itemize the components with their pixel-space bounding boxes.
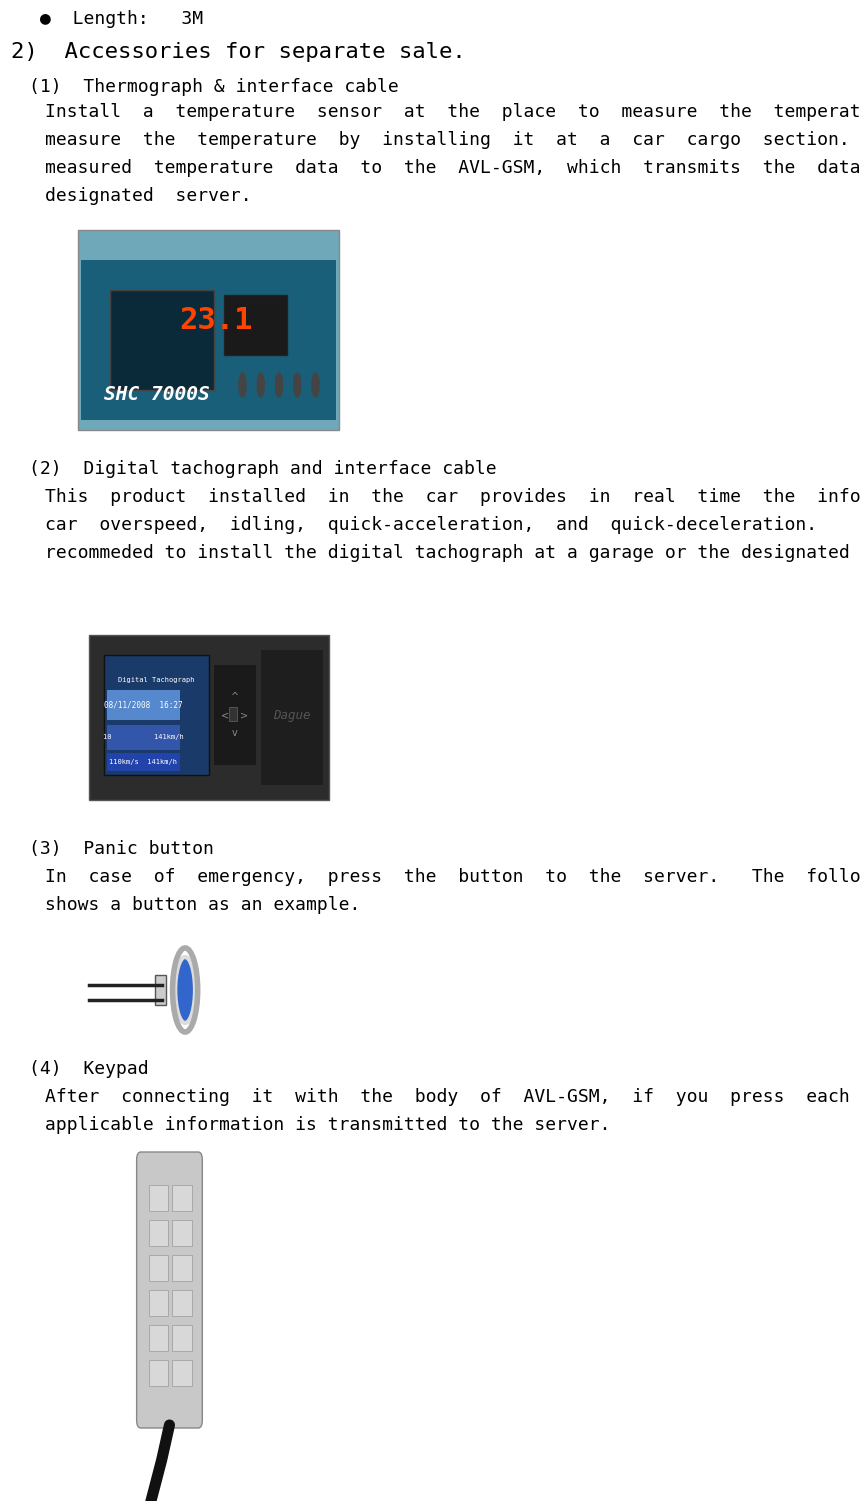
Bar bbox=[109, 290, 214, 390]
Bar bbox=[172, 1255, 192, 1280]
Text: SHC 7000S: SHC 7000S bbox=[103, 386, 209, 404]
Bar bbox=[172, 1184, 192, 1211]
Text: In  case  of  emergency,  press  the  button  to  the  server.   The  following : In case of emergency, press the button t… bbox=[45, 868, 860, 886]
Text: (2)  Digital tachograph and interface cable: (2) Digital tachograph and interface cab… bbox=[29, 459, 497, 477]
Text: measured  temperature  data  to  the  AVL-GSM,  which  transmits  the  data  to : measured temperature data to the AVL-GSM… bbox=[45, 159, 860, 177]
Bar bbox=[149, 1184, 169, 1211]
Text: recommeded to install the digital tachograph at a garage or the designated shop.: recommeded to install the digital tachog… bbox=[45, 543, 860, 561]
Text: designated  server.: designated server. bbox=[45, 188, 251, 206]
Circle shape bbox=[312, 372, 319, 396]
Bar bbox=[172, 1289, 192, 1316]
Bar bbox=[107, 725, 180, 750]
Text: shows a button as an example.: shows a button as an example. bbox=[45, 896, 360, 914]
FancyBboxPatch shape bbox=[137, 1151, 202, 1427]
Bar bbox=[107, 690, 180, 720]
Bar bbox=[172, 1325, 192, 1351]
Circle shape bbox=[293, 372, 301, 396]
Text: 110km/s  141km/h: 110km/s 141km/h bbox=[109, 760, 177, 766]
Text: This  product  installed  in  the  car  provides  in  real  time  the  informati: This product installed in the car provid… bbox=[45, 488, 860, 506]
Text: <: < bbox=[221, 710, 230, 720]
Bar bbox=[149, 1255, 169, 1280]
Text: 08/11/2008  16:27: 08/11/2008 16:27 bbox=[104, 701, 182, 710]
Text: v: v bbox=[232, 728, 237, 738]
Bar bbox=[104, 654, 209, 775]
Text: applicable information is transmitted to the server.: applicable information is transmitted to… bbox=[45, 1117, 611, 1133]
Bar bbox=[78, 230, 339, 429]
Text: Digital Tachograph: Digital Tachograph bbox=[118, 677, 194, 683]
Bar bbox=[224, 296, 287, 356]
Text: car  overspeed,  idling,  quick-acceleration,  and  quick-deceleration.    It  i: car overspeed, idling, quick-acceleratio… bbox=[45, 516, 860, 534]
Circle shape bbox=[257, 372, 264, 396]
Text: >: > bbox=[240, 710, 249, 720]
Text: (4)  Keypad: (4) Keypad bbox=[29, 1060, 149, 1078]
Bar bbox=[81, 260, 336, 420]
Text: ●  Length:   3M: ● Length: 3M bbox=[40, 11, 204, 29]
Bar bbox=[172, 1360, 192, 1385]
Bar bbox=[156, 976, 166, 1006]
Circle shape bbox=[275, 372, 283, 396]
Bar bbox=[172, 1220, 192, 1246]
Bar bbox=[89, 635, 329, 800]
Bar bbox=[230, 707, 236, 720]
Text: 10          141km/h: 10 141km/h bbox=[103, 734, 184, 740]
Text: Dague: Dague bbox=[273, 708, 310, 722]
Text: Install  a  temperature  sensor  at  the  place  to  measure  the  temperature. : Install a temperature sensor at the plac… bbox=[45, 104, 860, 122]
Bar bbox=[149, 1360, 169, 1385]
Text: After  connecting  it  with  the  body  of  AVL-GSM,  if  you  press  each  butt: After connecting it with the body of AVL… bbox=[45, 1088, 860, 1106]
Text: (1)  Thermograph & interface cable: (1) Thermograph & interface cable bbox=[29, 78, 399, 96]
Text: 23.1: 23.1 bbox=[180, 306, 253, 335]
Bar bbox=[107, 754, 180, 772]
Circle shape bbox=[175, 958, 195, 1024]
Bar bbox=[149, 1220, 169, 1246]
Bar bbox=[149, 1289, 169, 1316]
Text: (3)  Panic button: (3) Panic button bbox=[29, 841, 214, 859]
Circle shape bbox=[239, 372, 246, 396]
Bar bbox=[261, 650, 323, 785]
Bar bbox=[214, 665, 255, 766]
Text: ^: ^ bbox=[230, 692, 239, 702]
Text: measure  the  temperature  by  installing  it  at  a  car  cargo  section.   Sen: measure the temperature by installing it… bbox=[45, 131, 860, 149]
Bar bbox=[149, 1325, 169, 1351]
Text: 2)  Accessories for separate sale.: 2) Accessories for separate sale. bbox=[11, 42, 466, 62]
